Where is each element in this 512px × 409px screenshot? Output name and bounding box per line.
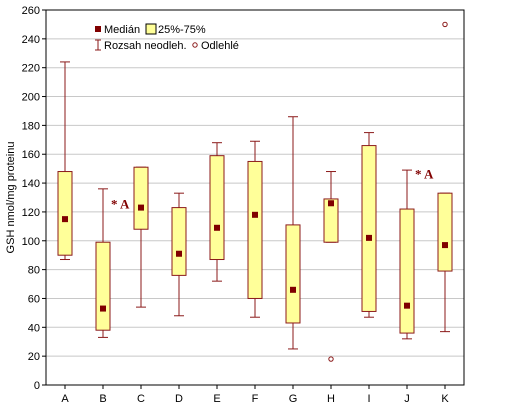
x-tick-label: A bbox=[61, 393, 69, 405]
x-tick-label: I bbox=[367, 393, 370, 405]
box-G bbox=[285, 116, 301, 350]
legend-outlier-swatch bbox=[192, 42, 198, 48]
y-tick-label: 180 bbox=[22, 120, 40, 132]
x-tick-label: E bbox=[213, 393, 220, 405]
legend-range-swatch bbox=[95, 39, 101, 51]
box-C bbox=[133, 166, 149, 308]
y-tick-label: 60 bbox=[28, 293, 40, 305]
median-marker bbox=[100, 305, 106, 312]
significance-annotation: * A bbox=[111, 197, 130, 212]
iqr-box bbox=[209, 155, 225, 261]
iqr-box bbox=[361, 145, 377, 312]
iqr-box bbox=[95, 241, 111, 331]
legend-median-swatch bbox=[95, 26, 101, 32]
median-marker bbox=[138, 204, 144, 211]
y-tick-label: 140 bbox=[22, 178, 40, 190]
box-series bbox=[57, 21, 453, 362]
box-E bbox=[209, 142, 225, 282]
iqr-box bbox=[247, 160, 263, 299]
median-marker bbox=[366, 234, 372, 241]
legend-box-swatch bbox=[145, 23, 157, 35]
median-marker bbox=[62, 216, 68, 223]
outlier-point bbox=[442, 21, 448, 28]
y-axis-label: GSH nmol/mg proteinu bbox=[5, 142, 17, 254]
outlier-point bbox=[328, 356, 334, 362]
iqr-box bbox=[437, 192, 453, 272]
legend-range-label: Rozsah neodleh. bbox=[104, 40, 187, 52]
legend-median-label: Medián bbox=[104, 24, 140, 36]
x-tick-label: K bbox=[441, 393, 449, 405]
x-tick-label: G bbox=[289, 393, 298, 405]
y-tick-label: 220 bbox=[22, 63, 40, 75]
y-axis-ticks: 0 20 40 60 80 100 120 140 160 180 200 220 240 260 bbox=[22, 5, 46, 392]
median-marker bbox=[176, 250, 182, 257]
median-marker bbox=[328, 200, 334, 207]
y-tick-label: 100 bbox=[22, 236, 40, 248]
y-tick-label: 20 bbox=[28, 351, 40, 363]
median-marker bbox=[442, 242, 448, 249]
box-J bbox=[399, 169, 415, 340]
iqr-box bbox=[323, 198, 339, 243]
iqr-box bbox=[171, 207, 187, 276]
box-A bbox=[57, 61, 73, 261]
x-tick-label: D bbox=[175, 393, 183, 405]
box-B bbox=[95, 188, 111, 338]
legend: Medián 25%-75% Rozsah neodleh. Odlehlé bbox=[95, 23, 239, 52]
box-D bbox=[171, 192, 187, 317]
x-tick-label: J bbox=[404, 393, 410, 405]
iqr-box bbox=[57, 171, 73, 256]
box-K bbox=[437, 21, 453, 333]
median-marker bbox=[404, 302, 410, 309]
box-F bbox=[247, 140, 263, 318]
box-I bbox=[361, 132, 377, 318]
iqr-box bbox=[285, 224, 301, 324]
y-tick-label: 160 bbox=[22, 149, 40, 161]
y-tick-label: 0 bbox=[34, 380, 40, 392]
y-tick-label: 200 bbox=[22, 92, 40, 104]
box-H bbox=[323, 171, 339, 362]
legend-box-label: 25%-75% bbox=[158, 24, 206, 36]
y-tick-label: 240 bbox=[22, 34, 40, 46]
y-tick-label: 260 bbox=[22, 5, 40, 17]
x-tick-label: F bbox=[252, 393, 259, 405]
y-tick-label: 80 bbox=[28, 265, 40, 277]
y-tick-label: 120 bbox=[22, 207, 40, 219]
median-marker bbox=[214, 224, 220, 231]
iqr-box bbox=[133, 166, 149, 230]
x-axis-ticks: A B C D E F G H I J K bbox=[61, 385, 449, 405]
annotations: * A * A bbox=[111, 166, 434, 211]
median-marker bbox=[252, 211, 258, 218]
significance-annotation: * A bbox=[415, 166, 434, 181]
iqr-box bbox=[399, 208, 415, 334]
x-tick-label: B bbox=[99, 393, 106, 405]
median-marker bbox=[290, 286, 296, 293]
x-tick-label: H bbox=[327, 393, 335, 405]
y-tick-label: 40 bbox=[28, 322, 40, 334]
x-tick-label: C bbox=[137, 393, 145, 405]
legend-outlier-label: Odlehlé bbox=[201, 40, 239, 52]
